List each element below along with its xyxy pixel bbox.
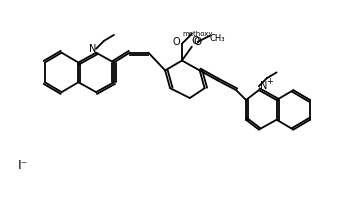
Text: I⁻: I⁻	[18, 159, 28, 172]
Text: CH₃: CH₃	[210, 34, 225, 43]
Text: +: +	[266, 77, 273, 86]
Text: N: N	[260, 81, 268, 91]
Text: O: O	[194, 37, 202, 47]
Text: O: O	[172, 37, 180, 47]
Text: O: O	[192, 36, 200, 46]
Text: N: N	[88, 44, 96, 54]
Text: methoxy: methoxy	[182, 31, 213, 37]
